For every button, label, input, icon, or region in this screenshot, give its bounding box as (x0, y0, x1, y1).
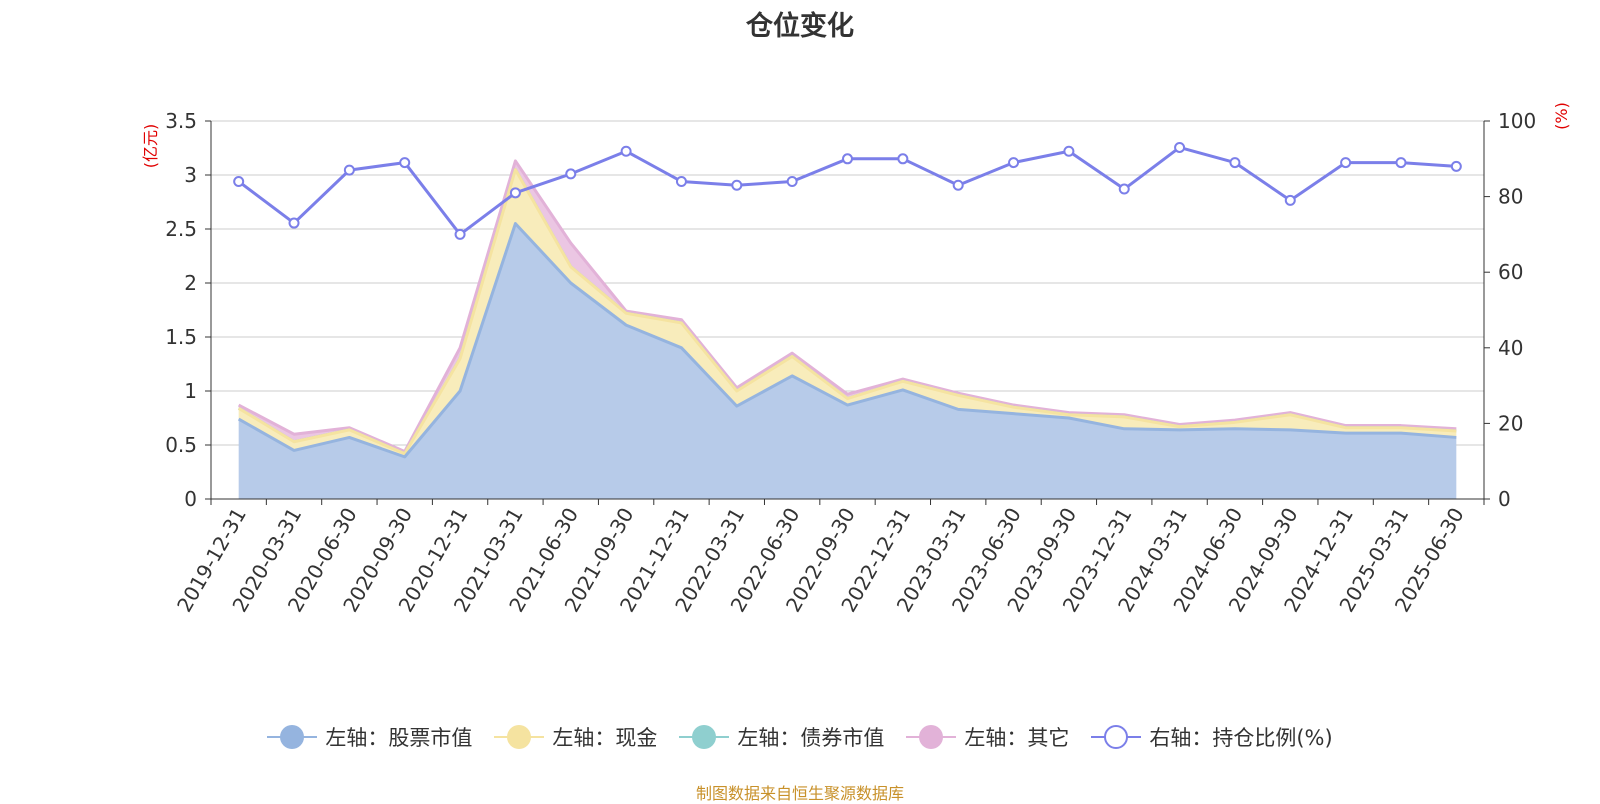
area-1 (238, 169, 1457, 457)
y-left-tick-label: 0 (184, 487, 197, 511)
area-line-3 (237, 159, 1457, 453)
ratio-point (1008, 157, 1020, 169)
area-line-1 (237, 168, 1457, 456)
y-right-tick-label: 100 (1498, 109, 1536, 133)
right-axis-unit: (%) (1552, 102, 1571, 130)
left-axis-unit: (亿元) (141, 124, 160, 169)
ratio-point (731, 179, 743, 191)
ratio-point (233, 175, 245, 187)
ratio-point (897, 153, 909, 165)
legend-swatch-dot (919, 725, 944, 749)
y-left-tick-label: 2 (184, 271, 197, 295)
legend-label: 左轴：现金 (552, 726, 658, 750)
legend-item[interactable]: 右轴：持仓比例(%) (1091, 722, 1333, 752)
ratio-point (675, 175, 687, 187)
legend-swatch (906, 725, 957, 749)
y-left-tick-label: 3 (184, 163, 197, 187)
source-note: 制图数据来自恒生聚源数据库 (695, 784, 904, 803)
y-left-tick-label: 3.5 (165, 109, 197, 133)
ratio-point (842, 153, 853, 165)
legend-swatch (679, 725, 730, 749)
y-right-tick-label: 80 (1498, 185, 1523, 209)
ratio-point (1340, 157, 1352, 169)
legend-item[interactable]: 左轴：股票市值 (267, 722, 472, 752)
ratio-point (1395, 157, 1407, 169)
area-line-0 (237, 222, 1457, 459)
legend-swatch-dot (507, 725, 532, 749)
area-0 (238, 223, 1457, 499)
legend-swatch (494, 725, 545, 749)
ratio-point (454, 228, 466, 240)
y-right-tick-label: 0 (1498, 487, 1511, 511)
y-left-tick-label: 1.5 (165, 325, 197, 349)
legend-label: 右轴：持仓比例(%) (1149, 726, 1333, 750)
y-left-tick-label: 0.5 (165, 433, 197, 457)
ratio-point (952, 179, 964, 191)
ratio-point (1450, 160, 1462, 172)
legend-swatch-dot (1104, 725, 1129, 749)
ratio-point (343, 164, 355, 176)
ratio-point (786, 175, 798, 187)
ratio-point (288, 217, 300, 229)
y-left-tick-label: 1 (184, 379, 197, 403)
y-right-tick-label: 20 (1498, 411, 1523, 435)
ratio-point (620, 145, 632, 157)
legend-label: 左轴：股票市值 (325, 726, 473, 750)
chart-title: 仓位变化 (746, 11, 854, 42)
legend-label: 左轴：其它 (964, 726, 1070, 750)
legend-swatch (267, 725, 318, 749)
legend-swatch-dot (692, 725, 717, 749)
ratio-point (565, 168, 577, 180)
legend-item[interactable]: 左轴：其它 (906, 722, 1069, 752)
legend-swatch-dot (280, 725, 305, 749)
ratio-point (1284, 194, 1296, 206)
y-right-tick-label: 60 (1498, 260, 1523, 284)
legend-swatch (1091, 725, 1142, 749)
legend-item[interactable]: 左轴：现金 (494, 722, 657, 752)
y-right-tick-label: 40 (1498, 336, 1523, 360)
ratio-point (399, 157, 411, 169)
y-left-tick-label: 2.5 (165, 217, 197, 241)
ratio-point (1174, 141, 1186, 153)
legend-item[interactable]: 左轴：债券市值 (679, 722, 884, 752)
legend-label: 左轴：债券市值 (737, 726, 885, 750)
ratio-point (1118, 183, 1130, 195)
ratio-point (1229, 157, 1241, 169)
legend: 左轴：股票市值 左轴：现金 左轴：债券市值 左轴：其它 右轴：持仓比例(%) (0, 722, 1600, 752)
ratio-point (509, 187, 521, 199)
ratio-point (1063, 145, 1075, 157)
